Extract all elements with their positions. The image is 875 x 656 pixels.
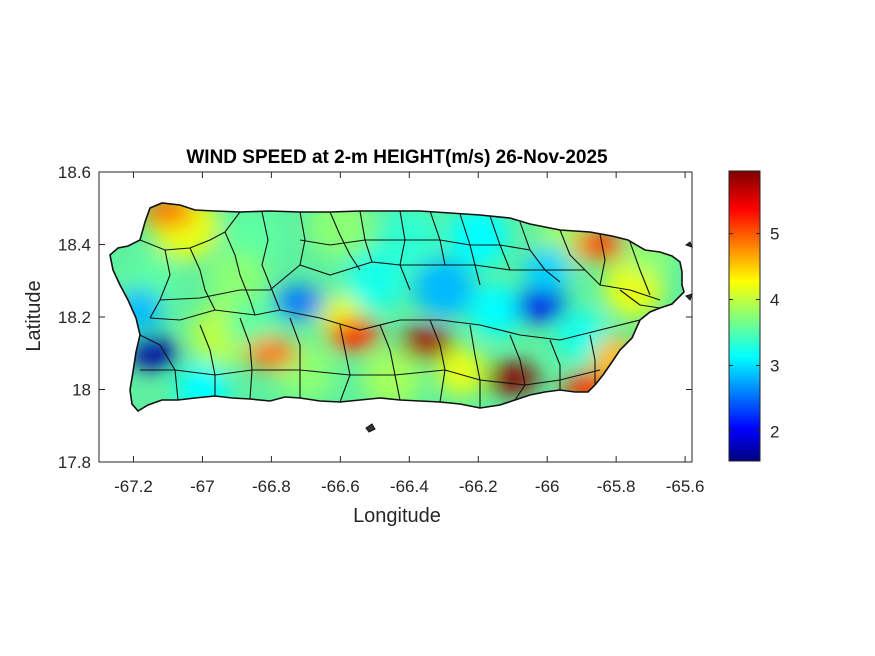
- x-tick-label: -65.8: [597, 477, 636, 496]
- colorbar-tick-label: 2: [770, 422, 779, 441]
- x-tick-label: -66.8: [252, 477, 291, 496]
- field-patch: [228, 298, 281, 351]
- colorbar-tick-label: 3: [770, 356, 779, 375]
- y-tick-label: 18.6: [58, 163, 91, 182]
- feature-high-south-central: [400, 326, 453, 359]
- feature-high-south-east: [486, 362, 539, 395]
- x-tick-label: -65.6: [666, 477, 705, 496]
- colorbar-tick-label: 4: [770, 291, 779, 310]
- x-tick-label: -66.2: [459, 477, 498, 496]
- x-tick-label: -66.6: [321, 477, 360, 496]
- colorbar-tick-label: 5: [770, 225, 779, 244]
- y-tick-label: 17.8: [58, 453, 91, 472]
- feature-high-south-west: [245, 337, 298, 370]
- x-tick-label: -67.2: [114, 477, 153, 496]
- field-patch: [206, 250, 267, 311]
- y-tick-label: 18: [72, 381, 91, 400]
- y-axis-label: Latitude: [23, 280, 45, 351]
- colorbar: [728, 170, 761, 462]
- caja-de-muertos-island: [365, 423, 376, 433]
- municipality-boundaries: [139, 210, 661, 408]
- field-patch: [413, 258, 474, 318]
- x-axis-label: Longitude: [353, 505, 441, 527]
- field-patch: [379, 207, 440, 268]
- field-patch: [448, 207, 509, 268]
- chart-title: WIND SPEED at 2-m HEIGHT(m/s) 26-Nov-202…: [186, 147, 608, 168]
- island-outline: [109, 202, 685, 413]
- field-patch: [437, 347, 486, 396]
- field-patch: [469, 283, 522, 336]
- x-axis: -67.2 -67 -66.8 -66.6 -66.4 -66.2 -66 -65.8 -65.…: [114, 172, 704, 496]
- feature-low-west: [128, 337, 181, 370]
- y-axis: 18.6 18.4 18.2 18 17.8: [58, 163, 692, 472]
- x-tick-label: -67: [190, 477, 215, 496]
- y-tick-label: 18.2: [58, 308, 91, 327]
- field-patch: [362, 348, 423, 409]
- x-tick-label: -66: [535, 477, 560, 496]
- feature-low-central: [272, 286, 325, 319]
- feature-low-east-center: [514, 290, 567, 323]
- y-tick-label: 18.4: [58, 236, 91, 255]
- feature-high-center: [328, 319, 381, 352]
- colorbar-ticks: 5 4 3 2: [729, 225, 779, 441]
- x-tick-label: -66.4: [390, 477, 429, 496]
